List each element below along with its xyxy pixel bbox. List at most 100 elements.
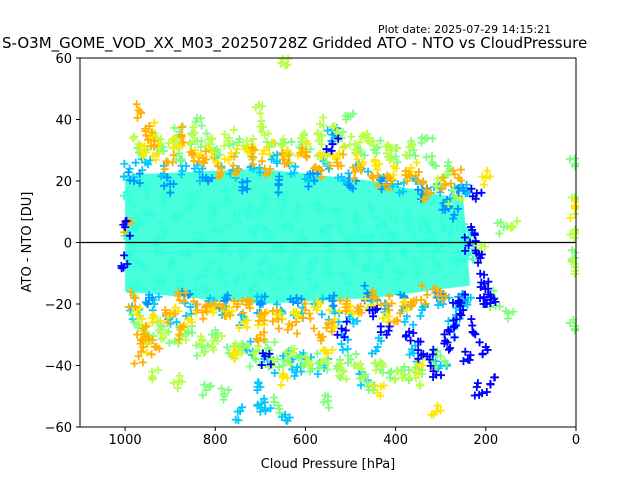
data-point — [224, 385, 233, 394]
data-point — [371, 366, 380, 375]
data-point — [400, 370, 409, 379]
data-point — [191, 117, 200, 126]
data-point — [279, 371, 288, 380]
data-point — [201, 303, 210, 312]
data-point — [376, 300, 385, 309]
data-point — [249, 135, 258, 144]
data-point — [451, 254, 460, 263]
data-point — [306, 314, 315, 323]
data-point — [135, 178, 144, 187]
data-point — [329, 291, 338, 300]
data-point — [345, 140, 354, 149]
data-point — [387, 177, 396, 185]
data-point — [168, 158, 177, 167]
data-point — [289, 348, 298, 357]
data-point — [344, 169, 353, 178]
data-point — [164, 261, 173, 270]
data-point — [190, 136, 199, 145]
data-point — [467, 184, 476, 193]
data-point — [349, 163, 358, 172]
data-point — [423, 228, 432, 237]
data-point — [293, 299, 302, 308]
data-point — [240, 317, 249, 326]
data-point — [337, 339, 346, 348]
data-point — [315, 136, 324, 145]
data-point — [230, 152, 239, 161]
data-point — [377, 185, 386, 194]
data-point — [428, 134, 437, 143]
data-point — [444, 325, 453, 334]
data-point — [170, 123, 179, 132]
data-point — [139, 152, 148, 161]
data-point — [481, 284, 490, 293]
data-point — [513, 217, 522, 226]
data-point — [206, 215, 215, 224]
data-point — [396, 309, 405, 318]
data-point — [459, 357, 468, 366]
data-point — [323, 365, 332, 374]
data-point — [162, 329, 171, 338]
data-point — [352, 150, 361, 159]
data-point — [316, 299, 325, 308]
data-point — [369, 213, 378, 222]
data-point — [415, 381, 424, 390]
data-point — [310, 177, 319, 185]
data-point — [385, 156, 394, 165]
data-point — [175, 210, 184, 219]
data-point — [483, 345, 492, 354]
data-point — [168, 135, 177, 144]
data-point — [280, 221, 289, 230]
data-point — [417, 190, 426, 199]
data-point — [266, 264, 275, 273]
data-point — [332, 205, 341, 214]
data-point — [454, 299, 463, 308]
data-point — [470, 230, 479, 239]
data-point — [341, 326, 350, 335]
data-point — [119, 191, 128, 200]
data-point — [147, 350, 156, 359]
data-point — [418, 178, 427, 187]
data-point — [274, 188, 283, 197]
data-point — [393, 367, 402, 376]
data-point — [337, 269, 346, 278]
data-point — [272, 159, 281, 168]
chart-title-text: S-O3M_GOME_VOD_XX_M03_20250728Z Gridded … — [2, 34, 588, 52]
data-point — [259, 223, 268, 232]
data-point — [147, 128, 156, 137]
data-point — [433, 174, 442, 183]
data-point — [414, 167, 423, 176]
data-point — [382, 149, 391, 158]
data-point — [217, 384, 226, 393]
data-point — [452, 303, 461, 312]
data-point — [371, 358, 380, 367]
data-point — [231, 339, 240, 348]
data-point — [317, 310, 326, 319]
data-point — [300, 129, 309, 138]
data-point — [150, 118, 159, 127]
data-point — [197, 281, 206, 290]
data-point — [571, 154, 579, 163]
data-point — [450, 210, 459, 219]
data-point — [217, 227, 226, 236]
data-point — [479, 180, 488, 189]
data-point — [283, 325, 292, 334]
data-point — [298, 134, 307, 143]
data-point — [260, 316, 269, 325]
data-point — [175, 149, 184, 158]
data-point — [459, 186, 468, 195]
data-point — [235, 323, 244, 332]
data-point — [385, 291, 394, 300]
data-point — [229, 350, 238, 359]
data-point — [198, 237, 207, 246]
data-point — [301, 299, 310, 308]
data-point — [216, 168, 225, 177]
data-point — [346, 302, 355, 311]
data-point — [306, 145, 315, 154]
data-point — [327, 146, 336, 155]
data-point — [328, 345, 337, 354]
data-point — [206, 258, 215, 267]
data-point — [246, 337, 255, 346]
data-point — [336, 373, 345, 382]
data-point — [151, 244, 160, 253]
data-point — [154, 149, 163, 158]
